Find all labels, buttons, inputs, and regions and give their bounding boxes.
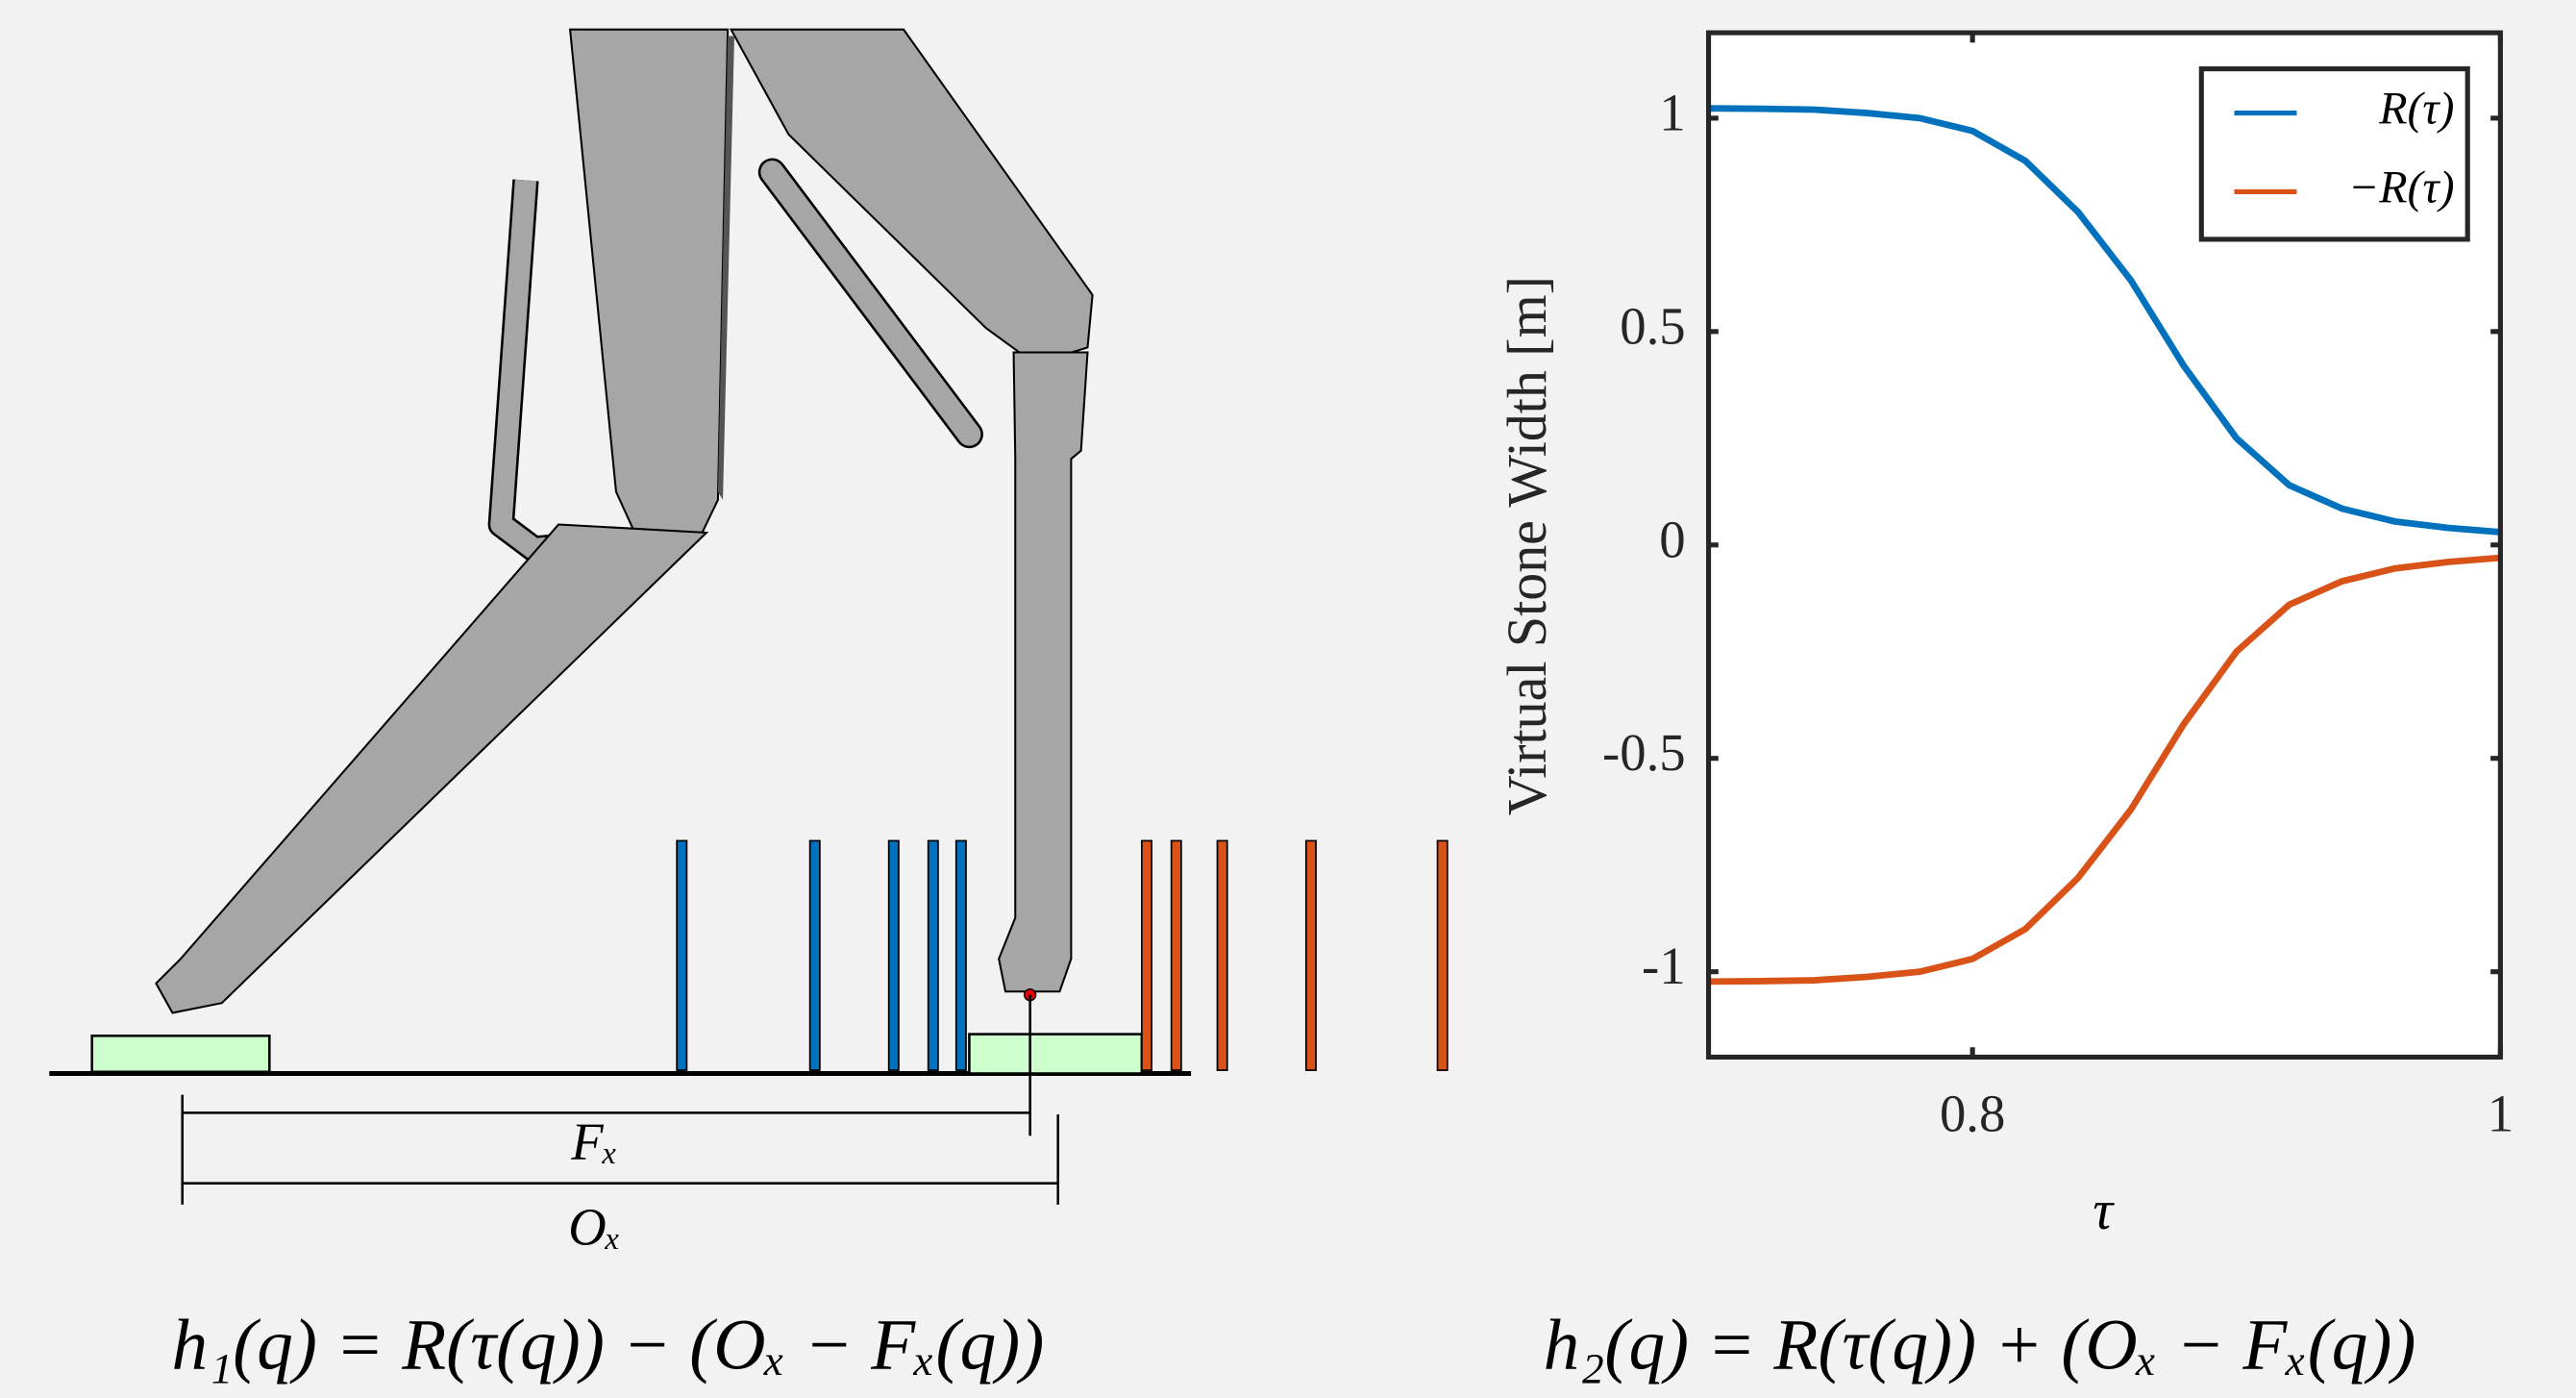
line-series: [1708, 105, 2501, 536]
x-tick-label: 1: [2488, 1085, 2514, 1143]
y-axis-label: Virtual Stone Width [m]: [1496, 276, 1558, 815]
fx-label: Fₓ: [570, 1112, 618, 1171]
equation: h₁(q) = R(τ(q)) − (Oₓ − Fₓ(q)): [172, 1306, 1045, 1386]
legend-label: R(τ): [2378, 84, 2454, 135]
x-tick-label: 0.8: [1940, 1085, 2005, 1143]
y-tick-label: -1: [1642, 936, 1686, 995]
robot: [155, 28, 1094, 1014]
chart: τ Virtual Stone Width [m] -1 -0.5 0 0.5 1 0.8…: [1496, 30, 2514, 1241]
y-tick-label: -0.5: [1602, 723, 1686, 782]
equation: h₂(q) = R(τ(q)) + (Oₓ − Fₓ(q)): [1544, 1306, 2416, 1386]
stone: [968, 1033, 1144, 1075]
axes-box: [1705, 30, 2503, 1061]
y-tick-label: 0: [1659, 510, 1685, 568]
legend-label: −R(τ): [2348, 162, 2455, 212]
stone-markers: [676, 839, 1449, 1071]
y-tick-label: 0.5: [1620, 296, 1685, 355]
legend-box: [2198, 66, 2470, 242]
dimension-lines: [181, 994, 1059, 1205]
x-axis-label: τ: [2093, 1179, 2115, 1241]
line-series: [1708, 554, 2501, 986]
stone: [90, 1035, 271, 1074]
y-tick-label: 1: [1659, 83, 1685, 141]
ox-label: Oₓ: [568, 1197, 621, 1256]
